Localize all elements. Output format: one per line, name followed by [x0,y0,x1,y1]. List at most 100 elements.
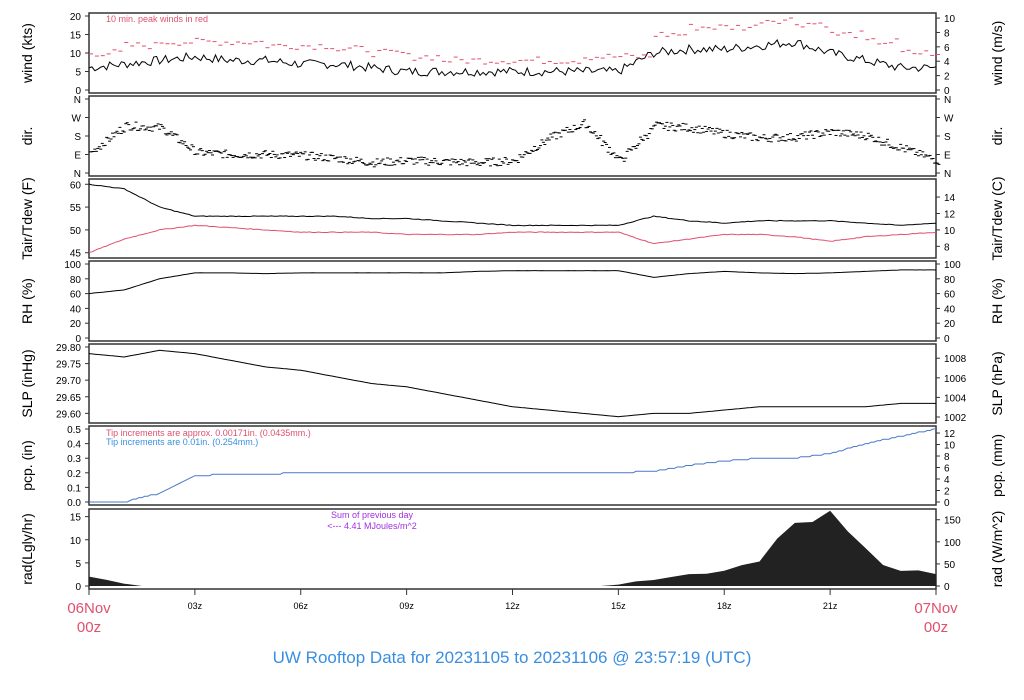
panel-annotation: 10 min. peak winds in red [106,14,208,24]
y-tick-label-right: 10 [944,226,956,237]
y-tick-label-right: 0 [944,582,950,593]
y-tick-label-right: 1004 [944,393,967,404]
panel-frame [88,425,937,506]
y-tick-label-right: 1008 [944,354,967,365]
series-line-1 [88,224,937,253]
y-tick-label: 0.4 [67,440,81,451]
y-tick-label-right: 0 [944,86,950,97]
x-tick-label: 15z [611,601,626,611]
y-axis-label: dir. [19,127,35,146]
series-line-0 [88,183,937,227]
y-tick-label: 0.0 [67,498,81,509]
y-tick-label: 0 [75,334,81,345]
panel-frame [88,12,937,94]
panel-annotation: Tip increments are 0.01in. (0.254mm.) [106,437,258,447]
panel-annotation: Tip increments are approx. 0.00171in. (0… [106,428,311,438]
y-tick-label: 0 [75,582,81,593]
panel-annotation: <--- 4.41 MJoules/m^2 [327,521,417,531]
y-axis-label: pcp. (in) [19,440,35,491]
y-tick-label-right: 14 [944,193,956,204]
panel-frame [88,178,937,259]
y-tick-label-right: N [944,95,951,106]
x-tick-label: 06z [293,601,308,611]
y-tick-label: 0 [75,86,81,97]
y-tick-label-right: 100 [944,260,961,271]
y-tick-label-right: N [944,169,951,180]
y-tick-label: 0.1 [67,483,81,494]
y-tick-label-right: 10 [944,14,956,25]
y-tick-label-right: E [944,151,951,162]
y-axis-label: wind (kts) [19,23,35,84]
y-axis-label: Tair/Tdew (F) [19,177,35,259]
x-tick-label: 18z [717,601,732,611]
y-tick-label-right: 6 [944,43,950,54]
y-tick-label: 50 [70,226,82,237]
radiation-area [89,510,936,586]
y-axis-label-right: dir. [989,127,1005,146]
y-tick-label-right: 80 [944,275,956,286]
y-tick-label: 5 [75,68,81,79]
y-tick-label-right: 100 [944,538,961,549]
panel-4: SLP (inHg) SLP (hPa) 29.60 29.65 29.70 29.75 2… [19,343,1005,424]
y-tick-label: 29.65 [56,393,81,404]
y-tick-label: N [74,169,81,180]
y-tick-label: 29.80 [56,343,81,354]
x-edge-label: 06Nov [67,600,111,617]
y-tick-label: W [72,114,82,125]
y-tick-label-right: 12 [944,429,956,440]
y-tick-label: 29.70 [56,376,81,387]
y-tick-label: 29.60 [56,409,81,420]
y-tick-label: E [74,151,81,162]
y-tick-label-right: 0 [944,334,950,345]
panel-3: RH (%) RH (%) 0 20 40 60 80 100 0 20 40 60 80 100 [19,260,1005,345]
y-tick-label-right: 2 [944,72,950,83]
y-tick-label: S [74,132,81,143]
y-axis-label-right: Tair/Tdew (C) [989,176,1005,260]
y-tick-label: 55 [70,203,82,214]
y-tick-label-right: W [944,114,954,125]
y-tick-label-right: 8 [944,28,950,39]
y-axis-label-right: pcp. (mm) [989,434,1005,497]
y-tick-label-right: 60 [944,290,956,301]
y-tick-label-right: 6 [944,464,950,475]
y-axis-label: SLP (inHg) [19,349,35,417]
y-tick-label-right: 2 [944,487,950,498]
y-axis-label: RH (%) [19,278,35,324]
chart-title: UW Rooftop Data for 20231105 to 20231106… [272,648,752,667]
y-tick-label: 29.75 [56,360,81,371]
y-tick-label: 40 [70,304,82,315]
y-tick-label-right: 1006 [944,374,967,385]
y-tick-label-right: 40 [944,304,956,315]
panel-annotation: Sum of previous day [331,510,414,520]
y-tick-label-right: 150 [944,516,961,527]
y-tick-label: 20 [70,319,82,330]
panel-6: rad(Lgly/hr) rad (W/m^2)051015050100150Su… [19,508,1005,593]
y-tick-label: 15 [70,513,82,524]
y-tick-label: 45 [70,249,82,260]
panel-2: Tair/Tdew (F) Tair/Tdew (C) 45 50 55 60 8 10 12 1… [19,176,1005,260]
y-tick-label: 100 [64,260,81,271]
panel-5: pcp. (in) pcp. (mm) 0.0 0.1 0.2 0.3 0.4 0.5 0246… [19,425,1005,509]
y-tick-label-right: 10 [944,441,956,452]
panel-frame [88,343,937,424]
y-tick-label: 0.2 [67,469,81,480]
y-tick-label: 60 [70,290,82,301]
panel-frame [88,260,937,342]
y-tick-label-right: 1002 [944,413,967,424]
y-tick-label-right: S [944,132,951,143]
y-axis-label: rad(Lgly/hr) [19,513,35,585]
x-tick-label: 03z [188,601,203,611]
y-tick-label: 0.5 [67,425,81,436]
panel-frame [88,95,937,177]
x-tick-label: 12z [505,601,520,611]
y-axis-label-right: wind (m/s) [989,21,1005,87]
y-tick-label-right: 0 [944,498,950,509]
y-tick-label: 20 [70,12,82,23]
y-tick-label-right: 20 [944,319,956,330]
panel-0: wind (kts) wind (m/s) 0 5 10 15 20 0 2 4 6 8 10 10 mi… [19,12,1005,97]
series-line-0 [89,428,936,503]
y-tick-label: N [74,95,81,106]
series-line-0 [88,349,936,418]
y-axis-label-right: SLP (hPa) [989,351,1005,415]
